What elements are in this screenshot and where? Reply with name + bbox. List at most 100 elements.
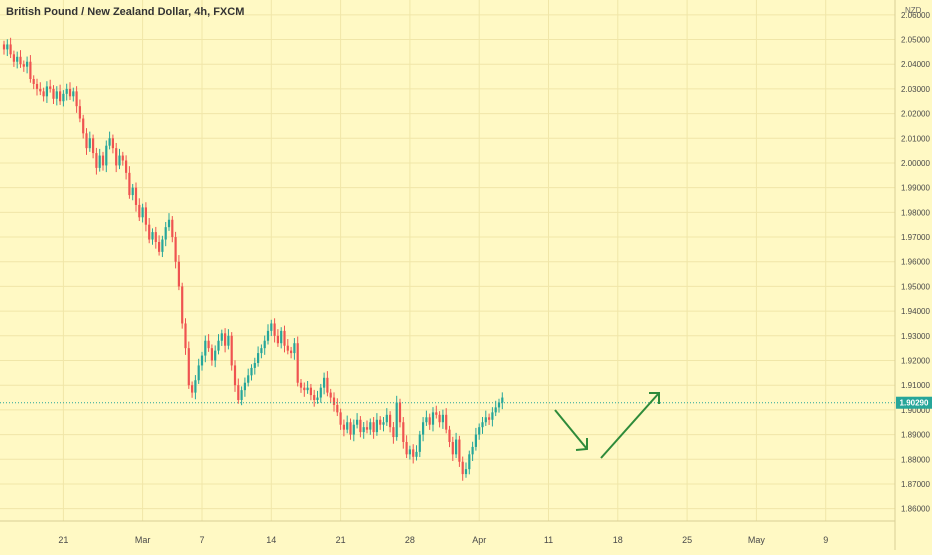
down-arrow-drawing[interactable] xyxy=(554,409,588,451)
candle-body xyxy=(16,56,19,62)
candle-body xyxy=(49,86,52,89)
candle-body xyxy=(207,340,210,349)
price-tick-label: 1.88000 xyxy=(901,455,930,464)
candle-body xyxy=(276,335,279,344)
candle-body xyxy=(125,160,128,173)
candle-body xyxy=(319,387,322,398)
candle-body xyxy=(187,348,190,386)
candle-body xyxy=(389,414,392,428)
candle-body xyxy=(158,241,161,252)
price-tick-label: 1.96000 xyxy=(901,258,930,267)
candle-body xyxy=(171,219,174,238)
candle-body xyxy=(184,323,187,349)
candle-body xyxy=(131,187,134,196)
price-tick-label: 1.93000 xyxy=(901,332,930,341)
candle-body xyxy=(283,330,286,346)
candle-body xyxy=(286,345,289,351)
candle-body xyxy=(293,343,296,354)
candle-body xyxy=(151,232,154,240)
candle-body xyxy=(230,335,233,366)
candle-body xyxy=(445,414,448,430)
candle-body xyxy=(385,414,388,423)
candle-body xyxy=(458,439,461,462)
candle-body xyxy=(428,417,431,425)
candle-body xyxy=(257,353,260,363)
candle-body xyxy=(303,387,306,391)
candle-body xyxy=(339,412,342,425)
price-tick-label: 1.95000 xyxy=(901,282,930,291)
price-tick-label: 2.00000 xyxy=(901,159,930,168)
candle-body xyxy=(372,422,375,433)
candle-body xyxy=(270,323,273,331)
candle-body xyxy=(214,350,217,361)
price-tick-label: 2.02000 xyxy=(901,110,930,119)
candle-body xyxy=(379,419,382,425)
price-tick-label: 2.06000 xyxy=(901,11,930,20)
candle-body xyxy=(352,424,355,435)
candle-body xyxy=(39,88,42,92)
candle-body xyxy=(141,207,144,218)
candle-body xyxy=(431,412,435,425)
grid-lines xyxy=(0,0,895,521)
candle-body xyxy=(181,286,184,324)
time-tick-label: 14 xyxy=(266,535,276,545)
time-axis[interactable]: 21 Mar 7 14 21 28 Apr 11 18 25 May 9 xyxy=(58,535,828,545)
time-tick-label: 21 xyxy=(336,535,346,545)
price-tick-label: 2.01000 xyxy=(901,134,930,143)
candle-body xyxy=(12,54,15,62)
candle-body xyxy=(134,187,138,205)
candle-body xyxy=(349,422,352,435)
current-price-badge xyxy=(896,396,932,409)
candle-body xyxy=(240,390,243,401)
time-tick-label: 11 xyxy=(544,535,553,545)
candle-body xyxy=(174,237,177,262)
candle-body xyxy=(72,91,75,97)
candle-body xyxy=(78,106,81,119)
candles xyxy=(2,37,504,481)
candle-body xyxy=(200,355,204,366)
candle-body xyxy=(451,441,454,455)
up-arrow-drawing[interactable] xyxy=(600,392,660,459)
candle-body xyxy=(237,385,240,401)
candle-body xyxy=(118,155,121,166)
time-tick-label: Apr xyxy=(472,535,486,545)
price-tick-label: 1.86000 xyxy=(901,505,930,514)
candle-body xyxy=(108,138,111,146)
time-tick-label: 18 xyxy=(613,535,623,545)
candle-body xyxy=(336,404,339,413)
candle-body xyxy=(481,422,484,428)
candle-body xyxy=(197,365,200,381)
price-axis[interactable]: 2.06000 2.05000 2.04000 2.03000 2.02000 2.010… xyxy=(901,11,930,514)
candle-body xyxy=(326,377,329,393)
candle-body xyxy=(422,422,425,435)
candle-body xyxy=(296,343,299,383)
candle-body xyxy=(408,449,411,455)
candle-body xyxy=(32,79,35,84)
candle-body xyxy=(224,333,227,346)
candle-body xyxy=(484,417,487,423)
candle-body xyxy=(167,219,171,228)
candle-body xyxy=(194,380,197,393)
candle-body xyxy=(369,422,372,430)
candle-body xyxy=(204,340,207,356)
candle-body xyxy=(471,446,474,455)
price-tick-label: 2.04000 xyxy=(901,60,930,69)
candle-body xyxy=(177,261,180,287)
price-tick-label: 2.05000 xyxy=(901,36,930,45)
candle-body xyxy=(220,333,223,341)
candle-body xyxy=(164,227,167,240)
candle-body xyxy=(474,434,477,447)
candle-body xyxy=(105,145,108,166)
candle-body xyxy=(273,323,276,336)
time-tick-label: Mar xyxy=(135,535,151,545)
time-tick-label: 9 xyxy=(823,535,828,545)
candle-body xyxy=(144,207,147,225)
candle-body xyxy=(365,427,369,430)
price-tick-label: 1.98000 xyxy=(901,208,930,217)
projection-arrows xyxy=(554,392,660,459)
candle-body xyxy=(395,402,398,438)
candle-body xyxy=(92,138,95,154)
price-tick-label: 2.03000 xyxy=(901,85,930,94)
